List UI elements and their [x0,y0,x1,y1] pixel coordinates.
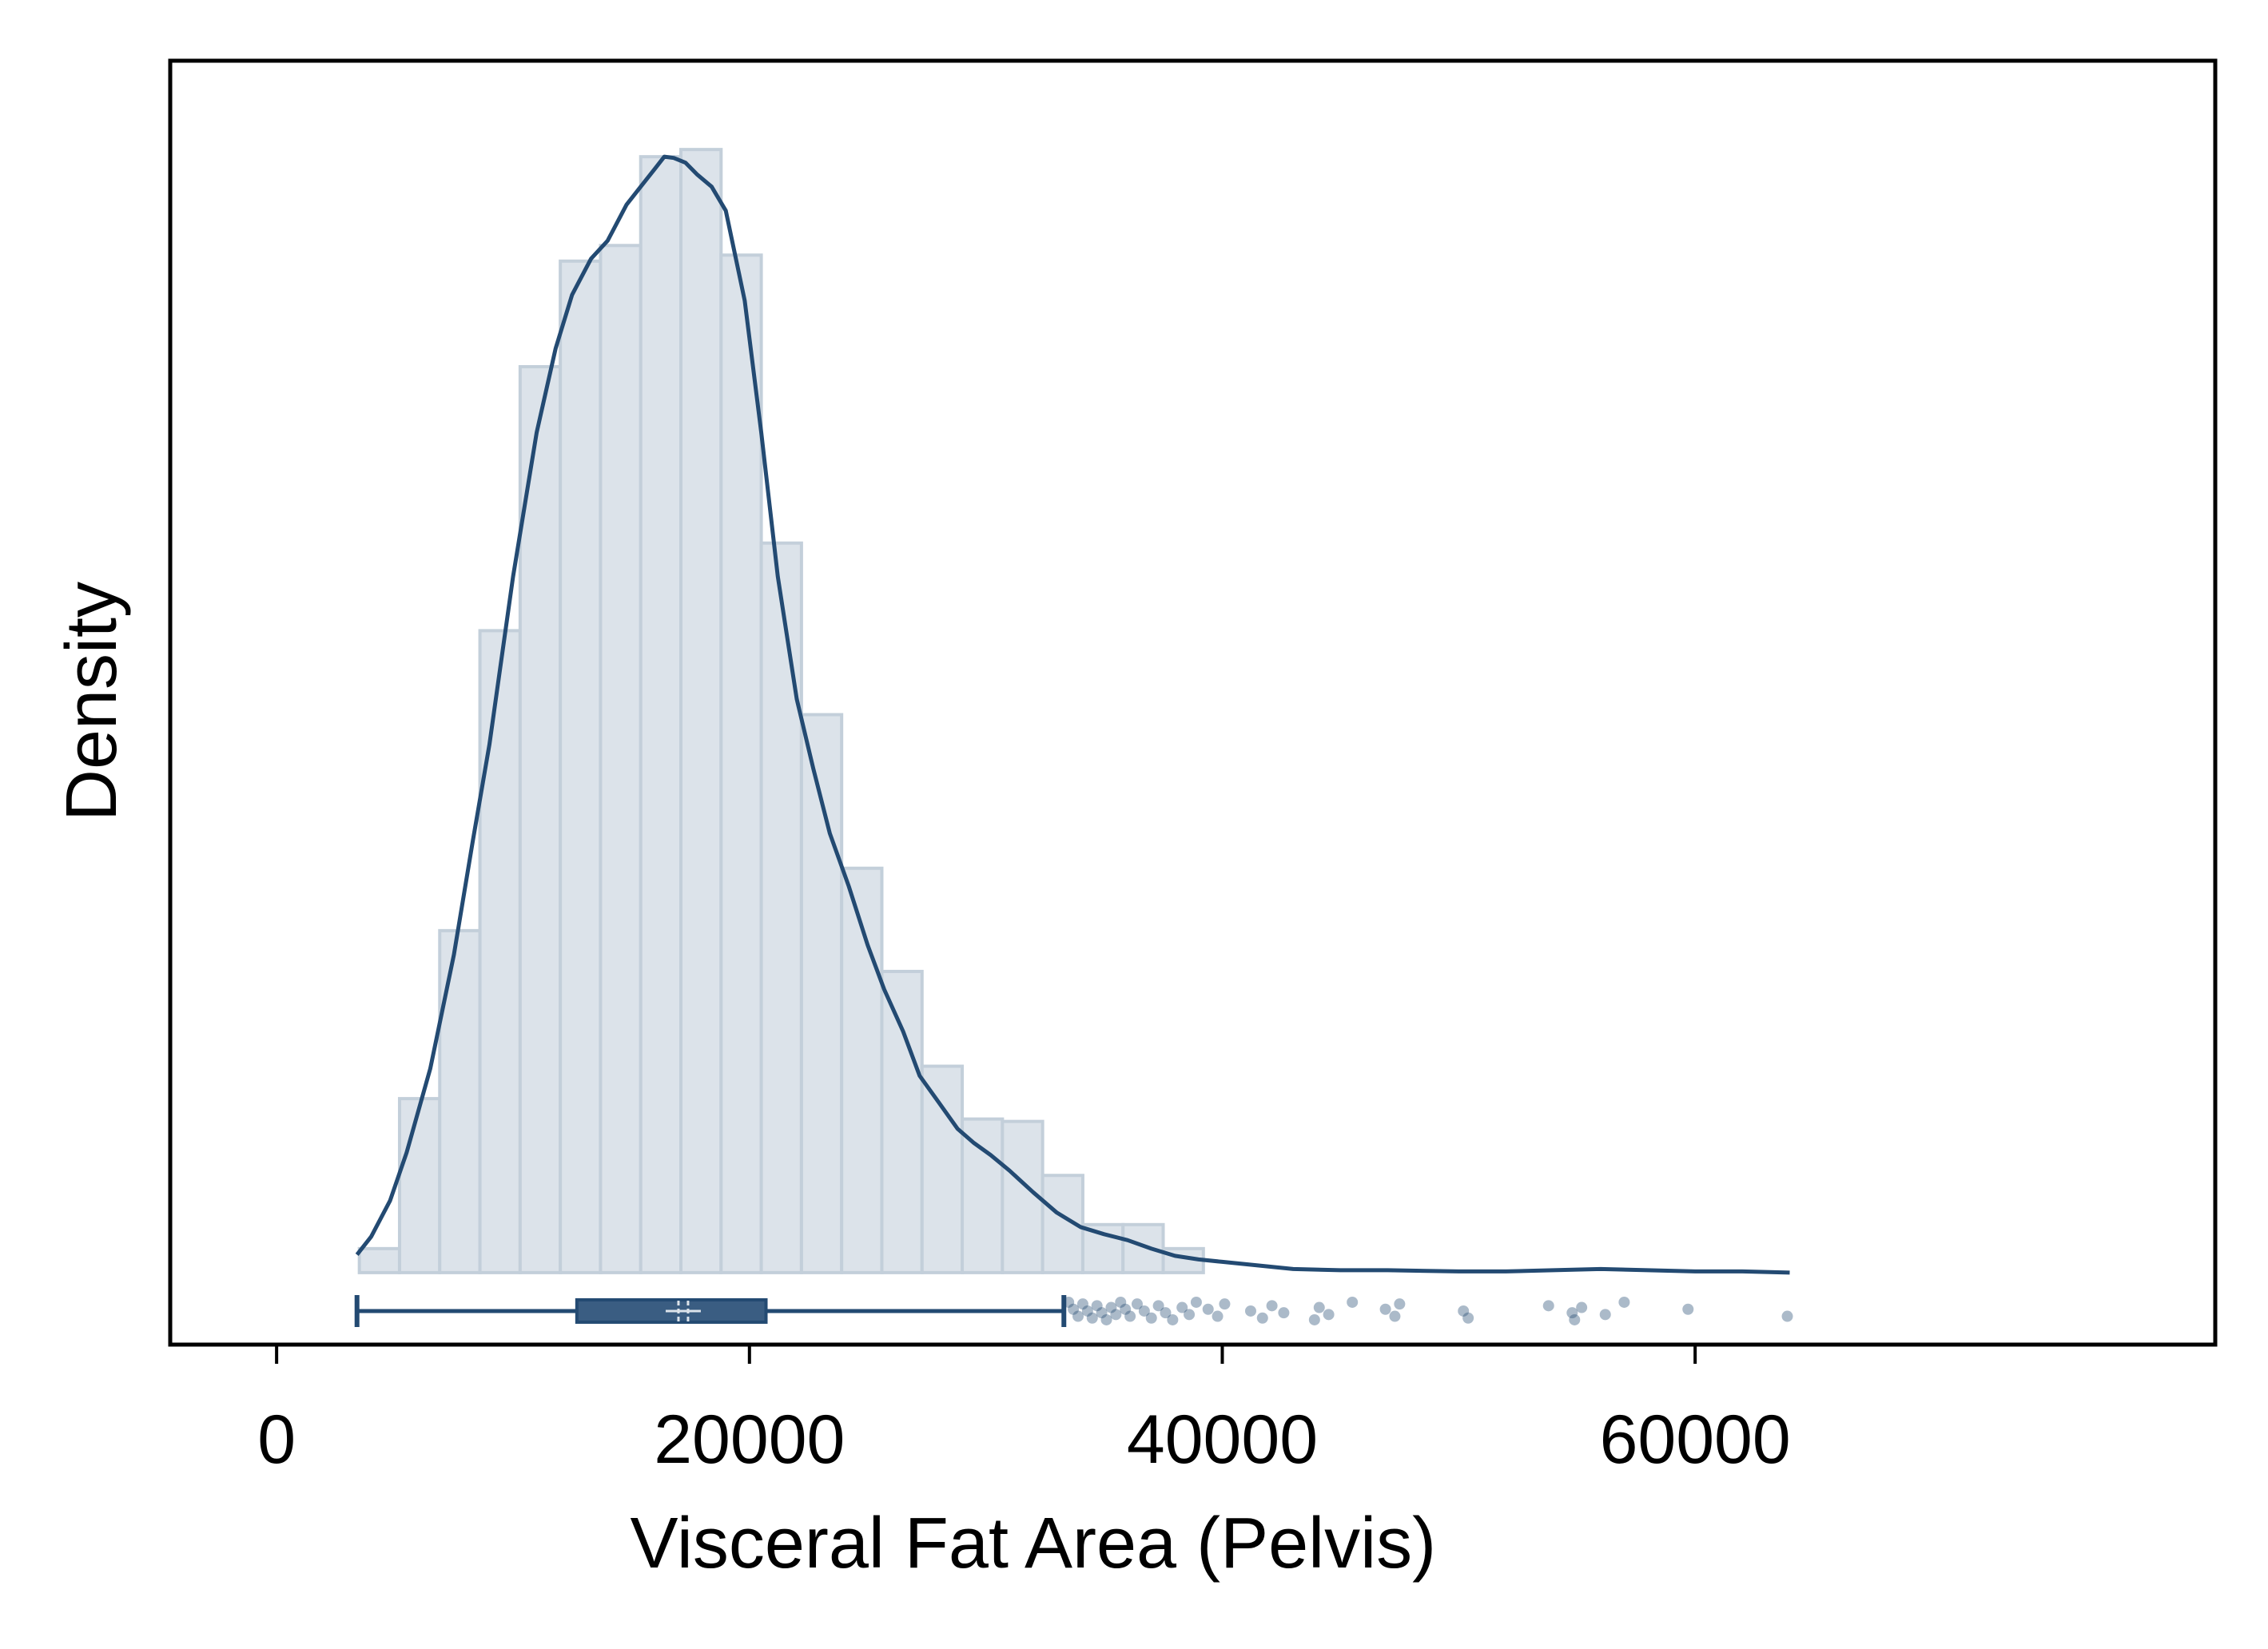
x-axis-label: Visceral Fat Area (Pelvis) [630,1504,1436,1583]
outlier-point [1076,1298,1088,1310]
outlier-point [1347,1296,1359,1308]
outlier-point [1212,1310,1224,1322]
outlier-point [1081,1305,1093,1317]
outlier-point [1152,1300,1164,1312]
outlier-point [1072,1310,1084,1322]
histogram-bar [759,541,803,1274]
outlier-point [1120,1303,1132,1315]
plot-frame [168,58,2218,1347]
histogram-bar [559,259,603,1274]
outlier-point [1110,1309,1122,1321]
outlier-point [1323,1309,1335,1321]
outlier-point [1190,1296,1202,1308]
outlier-point [1202,1303,1214,1315]
outlier-point [1379,1303,1391,1315]
outlier-point [1145,1312,1157,1324]
outlier-point [1569,1313,1581,1325]
outlier-point [1096,1307,1108,1319]
histogram-bar [357,1246,401,1274]
histogram-bar [719,253,763,1274]
outlier-point [1063,1296,1075,1308]
outlier-point [1542,1300,1554,1312]
outlier-point [1086,1312,1098,1324]
x-tick-label: 60000 [1600,1401,1791,1478]
outlier-point [1138,1305,1150,1317]
outlier-point [1618,1296,1630,1308]
histogram-bar [880,969,924,1274]
outlier-point [1458,1305,1470,1317]
histogram-bar [599,244,643,1274]
histogram-bar [961,1117,1005,1274]
outlier-point [1167,1313,1179,1325]
density-curve [355,154,1790,1275]
boxplot-layer [354,1294,1067,1327]
outlier-point [1566,1307,1578,1319]
outlier-point [1278,1307,1290,1319]
outlier-point [1124,1310,1136,1322]
outlier-point [1266,1300,1278,1312]
outlier-point [1256,1312,1268,1324]
outlier-point [1394,1298,1406,1310]
histogram-bar [397,1097,442,1274]
histogram-bar [639,155,683,1274]
x-tick-label: 0 [257,1401,296,1478]
outlier-point [1462,1312,1474,1324]
histogram-bar [840,866,884,1274]
outlier-point [1100,1313,1112,1325]
outlier-point [1115,1296,1127,1308]
histogram-bar [438,928,482,1274]
outlier-point [1682,1303,1694,1315]
outlier-point [1219,1298,1231,1310]
outlier-point [1176,1301,1188,1313]
outlier-point [1068,1303,1080,1315]
outlier-point [1313,1301,1325,1313]
outlier-point [1576,1301,1588,1313]
outlier-point [1308,1313,1320,1325]
outlier-point [1244,1305,1256,1317]
x-tick-label: 40000 [1127,1401,1318,1478]
x-axis: 0 20000 40000 60000 [257,1345,1791,1478]
outlier-point [1131,1298,1143,1310]
outlier-point [1091,1300,1103,1312]
density-curve-layer [355,154,1790,1275]
outlier-point [1160,1307,1172,1319]
outlier-point [1184,1309,1196,1321]
outlier-point [1599,1309,1611,1321]
y-axis-label: Density [52,582,132,821]
histogram-bar [920,1064,965,1274]
outlier-point [1781,1310,1793,1322]
x-tick-label: 20000 [654,1401,845,1478]
histogram-bar [518,364,563,1274]
outlier-point [1389,1310,1401,1322]
histogram-bar [478,629,522,1274]
outliers-layer [1063,1296,1793,1325]
histogram-bars [357,148,1205,1274]
histogram-bar [679,148,723,1274]
outlier-point [1105,1301,1117,1313]
